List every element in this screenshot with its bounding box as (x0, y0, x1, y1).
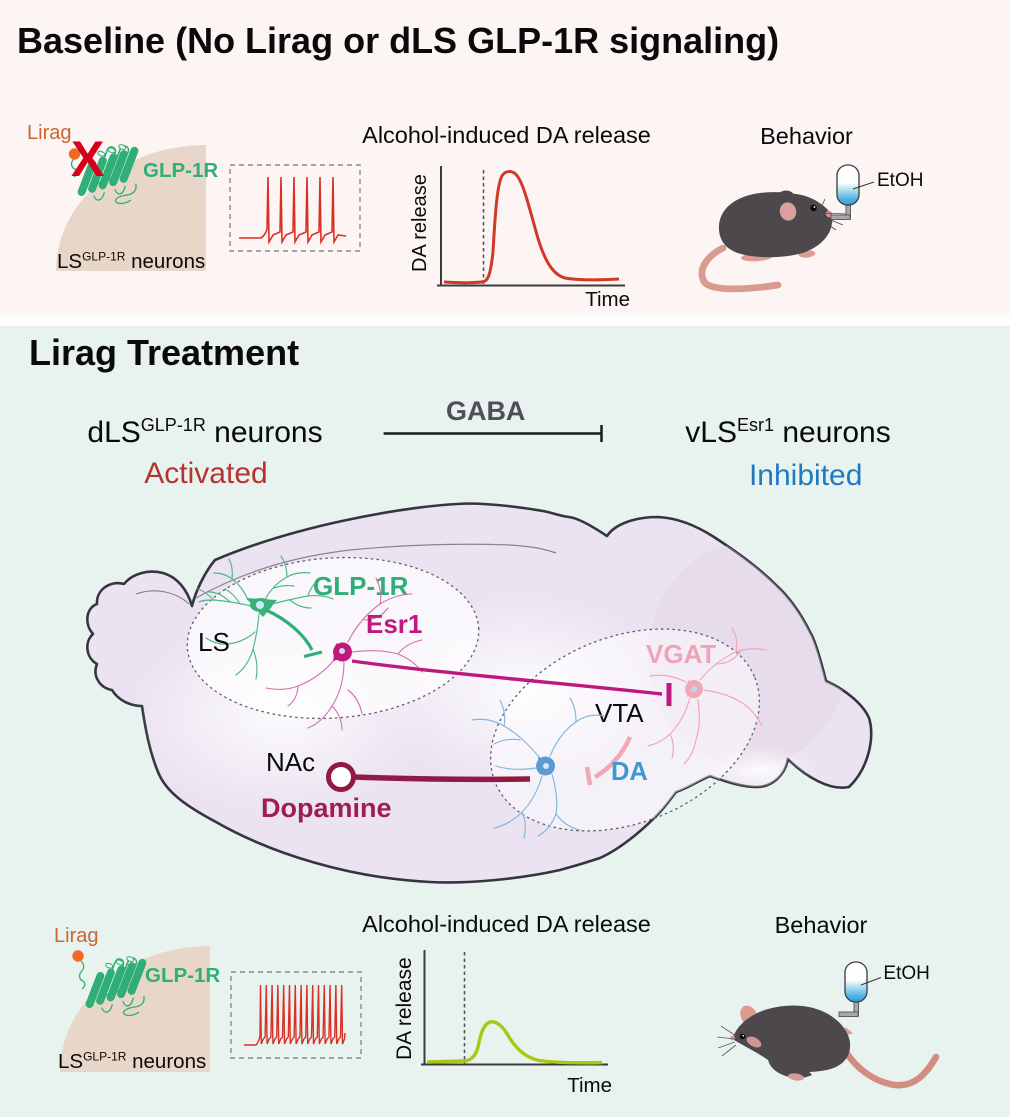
svg-text:Time: Time (567, 1074, 612, 1097)
svg-text:Alcohol-induced DA release: Alcohol-induced DA release (362, 911, 651, 937)
svg-text:DA release: DA release (393, 957, 416, 1060)
svg-text:Activated: Activated (144, 457, 267, 490)
svg-text:LSGLP-1R neurons: LSGLP-1R neurons (58, 1050, 206, 1074)
svg-text:Alcohol-induced DA release: Alcohol-induced DA release (362, 122, 651, 148)
svg-text:Dopamine: Dopamine (261, 793, 392, 823)
svg-text:Time: Time (585, 288, 630, 311)
svg-text:VTA: VTA (595, 698, 644, 728)
svg-text:dLSGLP-1R neurons: dLSGLP-1R neurons (87, 415, 322, 449)
svg-text:DA: DA (611, 758, 648, 786)
svg-text:NAc: NAc (266, 747, 315, 777)
svg-text:LS: LS (198, 627, 230, 657)
svg-text:Behavior: Behavior (775, 912, 868, 938)
svg-text:GLP-1R: GLP-1R (313, 571, 409, 601)
svg-text:Lirag Treatment: Lirag Treatment (29, 332, 299, 373)
svg-text:GLP-1R: GLP-1R (145, 964, 220, 987)
svg-text:GABA: GABA (446, 396, 526, 426)
svg-text:Inhibited: Inhibited (749, 459, 862, 492)
svg-text:X: X (71, 131, 104, 187)
svg-text:Lirag: Lirag (27, 122, 71, 144)
svg-text:LSGLP-1R neurons: LSGLP-1R neurons (57, 250, 205, 274)
svg-text:Esr1: Esr1 (366, 609, 422, 639)
svg-text:Baseline (No Lirag or dLS GLP-: Baseline (No Lirag or dLS GLP-1R signali… (17, 20, 779, 61)
svg-text:Lirag: Lirag (54, 925, 98, 947)
svg-text:DA release: DA release (409, 174, 431, 272)
svg-text:Behavior: Behavior (760, 123, 853, 149)
svg-text:EtOH: EtOH (877, 170, 923, 191)
svg-text:VGAT: VGAT (646, 639, 716, 669)
svg-text:EtOH: EtOH (883, 963, 929, 984)
svg-text:GLP-1R: GLP-1R (143, 159, 218, 182)
svg-text:vLSEsr1 neurons: vLSEsr1 neurons (685, 415, 890, 449)
